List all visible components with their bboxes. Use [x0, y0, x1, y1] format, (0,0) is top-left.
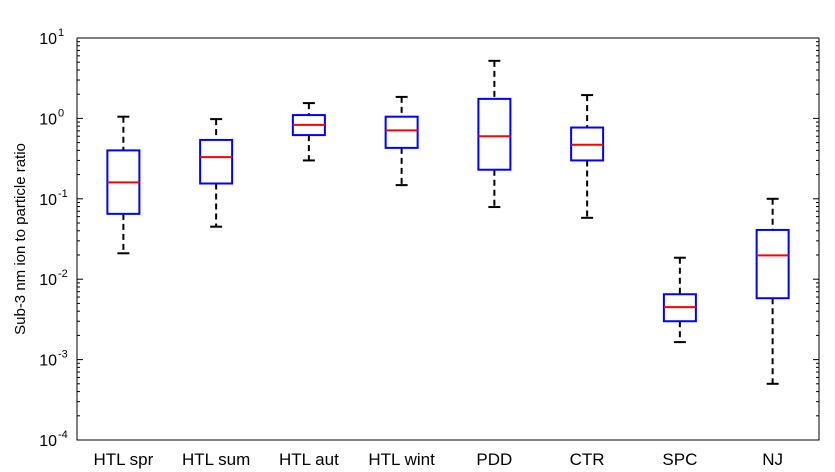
y-tick-label-base: 10 — [39, 31, 57, 48]
box-spc — [662, 256, 697, 344]
box-htl-spr — [106, 115, 141, 255]
y-tick-label-exponent: -3 — [58, 349, 68, 361]
y-tick-label-exponent: 1 — [58, 27, 64, 39]
y-tick-label-base: 10 — [39, 192, 57, 209]
y-axis-label: Sub-3 nm ion to particle ratio — [12, 143, 29, 335]
x-category-label: HTL aut — [279, 450, 339, 469]
boxes-group — [106, 59, 790, 385]
box-htl-aut — [291, 102, 326, 162]
x-category-label: HTL wint — [368, 450, 435, 469]
x-category-label: SPC — [662, 450, 697, 469]
interquartile-box — [199, 138, 234, 185]
x-category-label: CTR — [570, 450, 605, 469]
x-category-label: HTL sum — [182, 450, 250, 469]
y-tick-label-base: 10 — [39, 433, 57, 450]
interquartile-box — [755, 228, 790, 300]
box-htl-wint — [384, 95, 419, 187]
box-ctr — [570, 94, 605, 219]
y-tick-label-exponent: 0 — [58, 107, 64, 119]
y-tick-label-exponent: -1 — [58, 188, 68, 200]
y-tick-label-exponent: -4 — [58, 429, 68, 441]
y-tick-label-base: 10 — [39, 272, 57, 289]
box-nj — [755, 197, 790, 385]
interquartile-box — [384, 115, 419, 149]
y-tick-label-base: 10 — [39, 353, 57, 370]
x-category-label: HTL spr — [93, 450, 153, 469]
x-category-label: NJ — [762, 450, 783, 469]
plot-area — [76, 37, 820, 441]
x-axis-category-labels: HTL spr HTL sum HTL aut HTL wint PDD CTR SPC NJ — [93, 450, 783, 469]
y-tick-label-base: 10 — [39, 111, 57, 128]
box-pdd — [477, 59, 512, 209]
interquartile-box — [477, 97, 512, 171]
y-tick-label-exponent: -2 — [58, 268, 68, 280]
box-htl-sum — [199, 118, 234, 228]
x-category-label: PDD — [476, 450, 512, 469]
